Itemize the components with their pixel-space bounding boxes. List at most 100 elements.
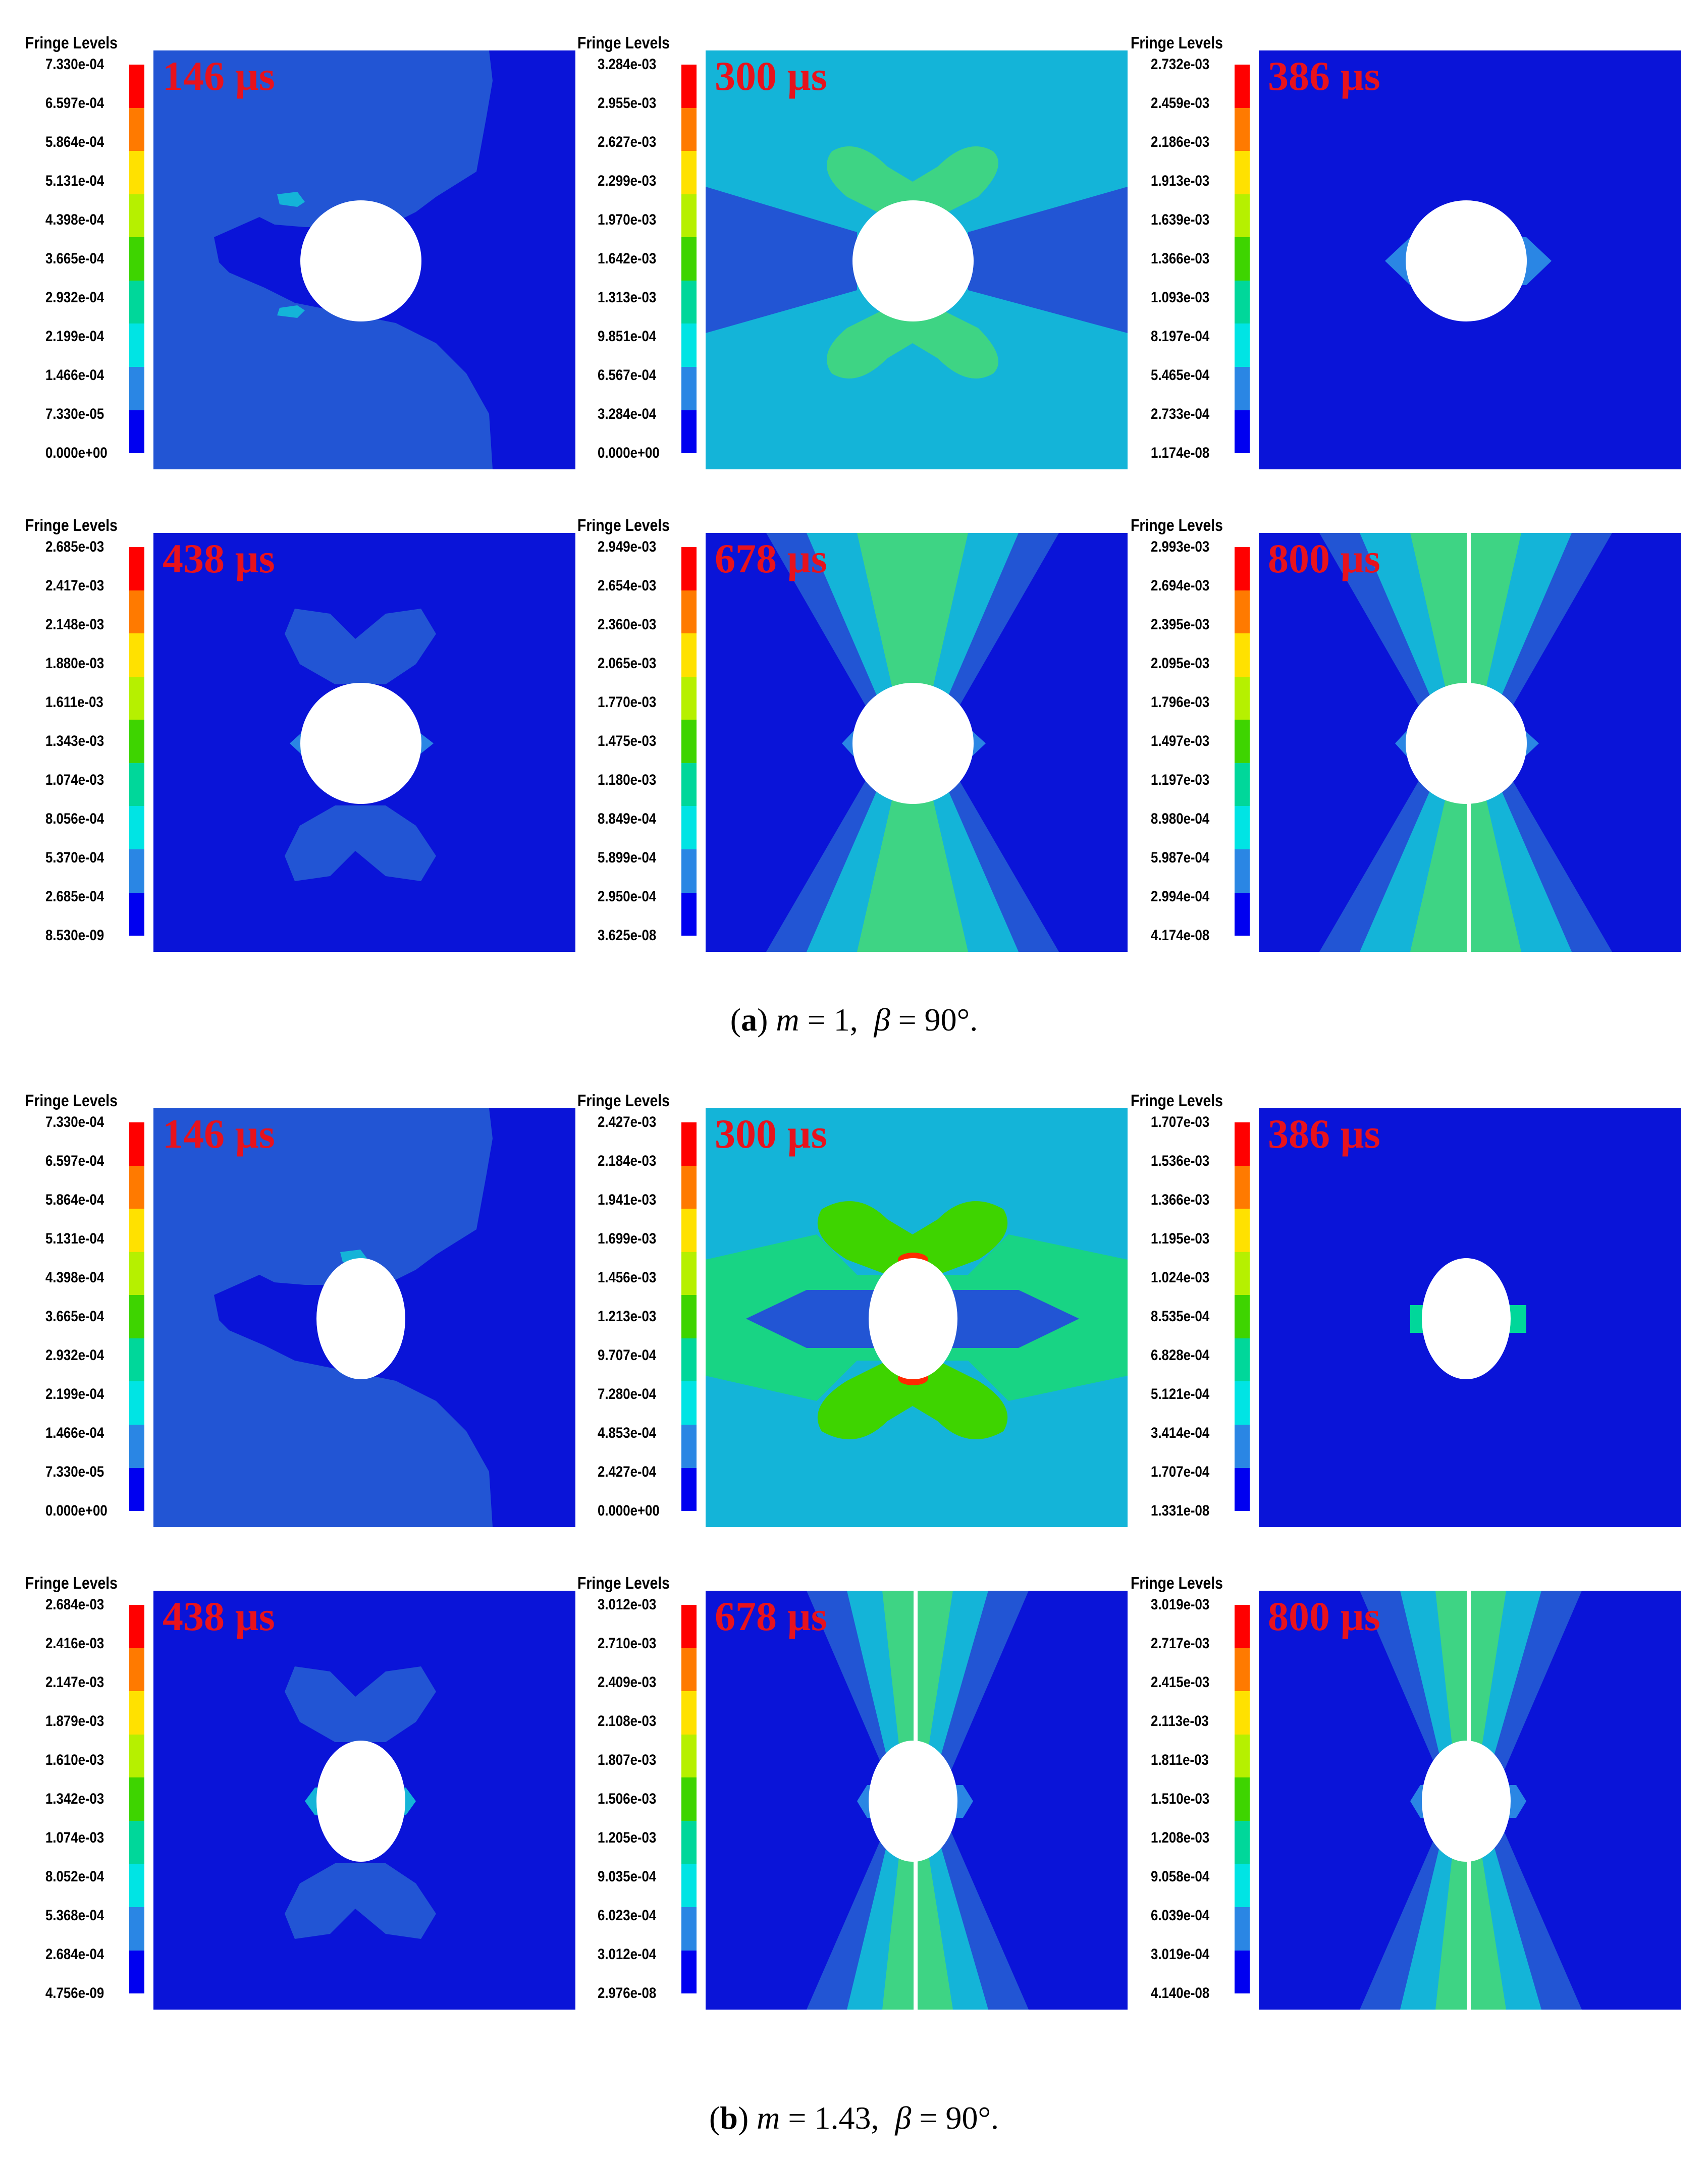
scale-tick-label: 1.707e-03	[1151, 1114, 1210, 1130]
scale-color-block	[1235, 1820, 1250, 1864]
scale-tick-label: 2.148e-03	[45, 616, 104, 633]
scale-tick-label: 1.880e-03	[45, 655, 104, 672]
scale-color-block	[1235, 1252, 1250, 1295]
scale-tick-label: 2.065e-03	[598, 655, 657, 672]
scale-color-block	[681, 1209, 697, 1252]
scale-color-block	[129, 892, 144, 936]
scale-tick-label: 2.417e-03	[45, 577, 104, 594]
contour-plot: 678 µs	[706, 1591, 1128, 2010]
scale-color-block	[1235, 1295, 1250, 1338]
scale-tick-label: 5.987e-04	[1151, 849, 1210, 866]
color-scale-bar	[129, 65, 144, 454]
scale-color-block	[1235, 892, 1250, 936]
fringe-levels-title: Fringe Levels	[577, 1091, 670, 1110]
fringe-levels-title: Fringe Levels	[1131, 1091, 1223, 1110]
scale-tick-label: 2.627e-03	[598, 134, 657, 150]
scale-color-block	[1235, 1907, 1250, 1951]
scale-tick-label: 0.000e+00	[598, 445, 660, 461]
scale-tick-label: 7.330e-04	[45, 56, 104, 73]
scale-color-block	[1235, 633, 1250, 677]
scale-tick-label: 1.195e-03	[1151, 1230, 1210, 1247]
scale-tick-label: 8.535e-04	[1151, 1308, 1210, 1325]
scale-color-block	[681, 1295, 697, 1338]
scale-color-block	[1235, 1950, 1250, 1994]
scale-tick-label: 1.941e-03	[598, 1192, 657, 1208]
panel-a-300us: Fringe Levels 300 µs 3.284e-03 2.955e-03 2…	[577, 33, 1128, 503]
scale-color-block	[129, 763, 144, 806]
scale-tick-label: 1.639e-03	[1151, 211, 1210, 228]
scale-color-block	[681, 1468, 697, 1511]
scale-tick-label: 2.717e-03	[1151, 1635, 1210, 1652]
scale-tick-label: 2.976e-08	[598, 1985, 657, 2002]
scale-tick-label: 5.370e-04	[45, 849, 104, 866]
scale-color-block	[1235, 1209, 1250, 1252]
scale-tick-label: 2.147e-03	[45, 1674, 104, 1691]
scale-tick-label: 4.756e-09	[45, 1985, 104, 2002]
scale-tick-label: 5.131e-04	[45, 1230, 104, 1247]
scale-tick-label: 3.012e-03	[598, 1596, 657, 1613]
scale-color-block	[1235, 1165, 1250, 1209]
scale-color-block	[129, 1338, 144, 1382]
scale-tick-label: 1.074e-03	[45, 772, 104, 788]
scale-tick-label: 2.932e-04	[45, 289, 104, 306]
time-label: 438 µs	[163, 535, 275, 581]
scale-tick-label: 2.994e-04	[1151, 888, 1210, 905]
scale-tick-label: 2.199e-04	[45, 1386, 104, 1402]
scale-color-block	[1235, 323, 1250, 367]
scale-color-block	[1235, 676, 1250, 720]
scale-tick-label: 7.280e-04	[598, 1386, 657, 1402]
scale-tick-label: 4.398e-04	[45, 211, 104, 228]
scale-tick-label: 9.035e-04	[598, 1868, 657, 1885]
scale-color-block	[681, 65, 697, 108]
scale-color-block	[681, 1820, 697, 1864]
scale-tick-label: 1.074e-03	[45, 1829, 104, 1846]
scale-tick-label: 1.366e-03	[1151, 250, 1210, 267]
scale-tick-label: 5.121e-04	[1151, 1386, 1210, 1402]
scale-color-block	[1235, 547, 1250, 590]
scale-color-block	[681, 1950, 697, 1994]
scale-tick-label: 2.950e-04	[598, 888, 657, 905]
scale-tick-label: 4.398e-04	[45, 1269, 104, 1286]
fringe-levels-title: Fringe Levels	[25, 1574, 118, 1592]
scale-tick-label: 1.913e-03	[1151, 173, 1210, 189]
scale-color-block	[129, 547, 144, 590]
time-label: 146 µs	[163, 53, 275, 99]
scale-color-block	[1235, 1381, 1250, 1425]
color-scale-bar	[1235, 547, 1250, 936]
scale-tick-label: 2.108e-03	[598, 1713, 657, 1729]
scale-color-block	[129, 1424, 144, 1468]
scale-tick-label: 2.732e-03	[1151, 56, 1210, 73]
time-label: 438 µs	[163, 1593, 275, 1639]
color-scale-bar	[681, 547, 697, 936]
scale-tick-label: 4.853e-04	[598, 1425, 657, 1441]
panel-b-678us: Fringe Levels 678 µs 3.012e-03 2.710e-03 2…	[577, 1574, 1128, 2043]
scale-tick-label: 1.197e-03	[1151, 772, 1210, 788]
color-scale-bar	[681, 65, 697, 454]
scale-color-block	[129, 633, 144, 677]
contour-plot: 300 µs	[706, 1108, 1128, 1527]
scale-tick-label: 1.642e-03	[598, 250, 657, 267]
scale-color-block	[129, 1950, 144, 1994]
scale-tick-label: 2.955e-03	[598, 95, 657, 112]
scale-color-block	[1235, 280, 1250, 324]
scale-color-block	[1235, 1648, 1250, 1692]
scale-color-block	[129, 1468, 144, 1511]
scale-color-block	[681, 806, 697, 849]
panel-a-146us: Fringe Levels 146 µs 7.330e-04 6.597e-04 5…	[25, 33, 575, 503]
scale-color-block	[681, 720, 697, 763]
color-scale-bar	[129, 1122, 144, 1511]
scale-color-block	[681, 1734, 697, 1778]
scale-color-block	[129, 1648, 144, 1692]
contour-plot: 678 µs	[706, 533, 1128, 952]
scale-color-block	[1235, 806, 1250, 849]
time-label: 678 µs	[715, 1593, 827, 1639]
scale-tick-label: 1.208e-03	[1151, 1829, 1210, 1846]
scale-color-block	[681, 1252, 697, 1295]
scale-tick-label: 8.849e-04	[598, 810, 657, 827]
scale-color-block	[1235, 1468, 1250, 1511]
scale-tick-label: 1.699e-03	[598, 1230, 657, 1247]
scale-tick-label: 1.466e-04	[45, 1425, 104, 1441]
scale-color-block	[129, 151, 144, 194]
scale-color-block	[681, 410, 697, 454]
scale-color-block	[129, 1864, 144, 1907]
